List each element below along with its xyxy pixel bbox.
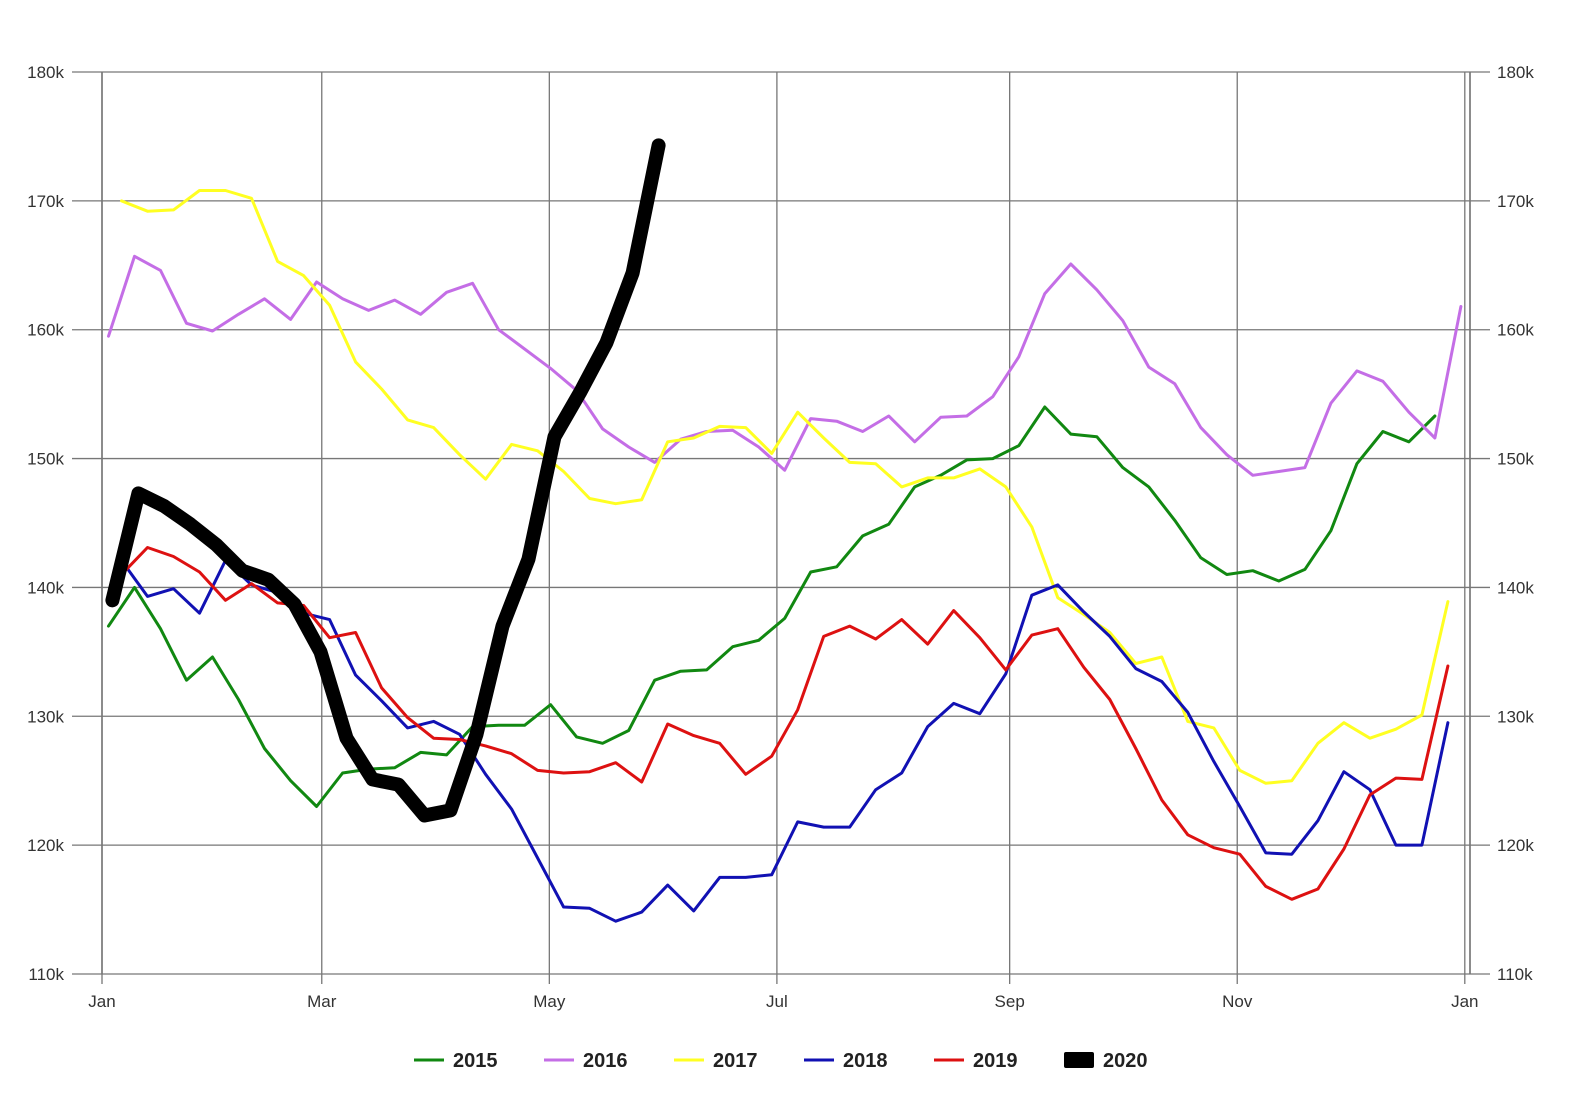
y-tick-label-right: 140k (1497, 578, 1534, 597)
y-tick-label-left: 170k (27, 192, 64, 211)
y-axis-right: 110k 120k 130k 140k 150k 160k 170k 180k (1497, 63, 1534, 984)
y-tick-label-left: 180k (27, 63, 64, 82)
x-tick-label: Mar (307, 992, 337, 1011)
legend-label: 2018 (843, 1050, 888, 1072)
x-tick-label: Jan (1451, 992, 1478, 1011)
legend-item-2017[interactable]: 2017 (674, 1050, 758, 1072)
y-tick-label-right: 120k (1497, 836, 1534, 855)
y-tick-label-right: 180k (1497, 63, 1534, 82)
y-tick-label-right: 160k (1497, 321, 1534, 340)
x-axis: Jan Mar May Jul Sep Nov Jan (88, 992, 1478, 1011)
y-tick-label-left: 160k (27, 321, 64, 340)
y-tick-label-left: 140k (27, 578, 64, 597)
x-tick-label: Jul (766, 992, 788, 1011)
y-tick-label-right: 170k (1497, 192, 1534, 211)
y-axis-left: 110k 120k 130k 140k 150k 160k 170k 180k (27, 63, 64, 984)
legend-label: 2019 (973, 1050, 1018, 1072)
legend-item-2020[interactable]: 2020 (1064, 1050, 1148, 1072)
legend-item-2019[interactable]: 2019 (934, 1050, 1018, 1072)
x-tick-label: Jan (88, 992, 115, 1011)
legend[interactable]: 2015 2016 2017 2018 2019 2020 (414, 1050, 1148, 1072)
legend-label: 2015 (453, 1050, 498, 1072)
y-tick-label-right: 110k (1497, 965, 1533, 984)
series-line-2018 (120, 558, 1450, 923)
legend-label: 2017 (713, 1050, 758, 1072)
series-line-2020 (105, 138, 666, 823)
y-tick-label-left: 120k (27, 836, 64, 855)
y-tick-label-left: 130k (27, 707, 64, 726)
legend-item-2016[interactable]: 2016 (544, 1050, 628, 1072)
legend-item-2015[interactable]: 2015 (414, 1050, 498, 1072)
y-tick-label-right: 150k (1497, 450, 1534, 469)
series-line-2019 (120, 546, 1450, 901)
y-tick-label-right: 130k (1497, 707, 1534, 726)
legend-swatch (1064, 1052, 1094, 1068)
x-tick-label: May (533, 992, 566, 1011)
series-line-2015 (107, 405, 1437, 808)
plot-area (105, 138, 1463, 923)
x-tick-label: Sep (995, 992, 1025, 1011)
grid-lines (72, 71, 1490, 984)
series-line-2016 (107, 254, 1463, 477)
legend-label: 2016 (583, 1050, 628, 1072)
y-tick-label-left: 110k (28, 965, 64, 984)
legend-label: 2020 (1103, 1050, 1148, 1072)
y-tick-label-left: 150k (27, 450, 64, 469)
series-line-2017 (120, 189, 1450, 785)
x-tick-label: Nov (1222, 992, 1253, 1011)
legend-item-2018[interactable]: 2018 (804, 1050, 888, 1072)
